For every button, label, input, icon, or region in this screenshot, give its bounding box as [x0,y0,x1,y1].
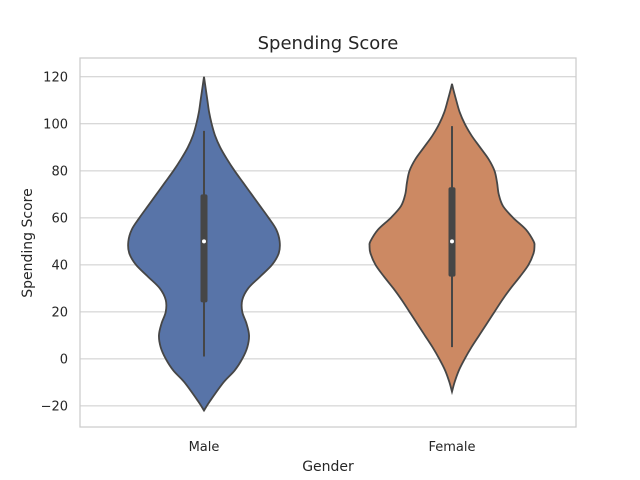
y-tick-label: 20 [51,305,68,320]
y-tick-label: 60 [51,211,68,226]
y-tick-label: 0 [60,352,68,367]
y-tick-label: 120 [43,70,68,85]
iqr-box-female [448,187,456,277]
iqr-box-male [200,194,208,303]
y-axis-label: Spending Score [20,188,36,297]
y-tick-label: 100 [43,117,68,132]
x-tick-label-female: Female [428,440,475,455]
y-tick-label: 40 [51,258,68,273]
x-axis-ticks: Male Female [189,440,476,455]
y-tick-label: 80 [51,164,68,179]
x-tick-label-male: Male [189,440,220,455]
median-dot-female [450,239,454,244]
y-axis-ticks: −20 0 20 40 60 80 100 120 [41,70,68,414]
plot-frame [79,57,577,428]
median-dot-male [202,239,206,244]
y-tick-label: −20 [41,399,68,414]
chart-title: Spending Score [258,33,399,54]
violins [127,76,536,413]
x-axis-label: Gender [302,459,354,475]
